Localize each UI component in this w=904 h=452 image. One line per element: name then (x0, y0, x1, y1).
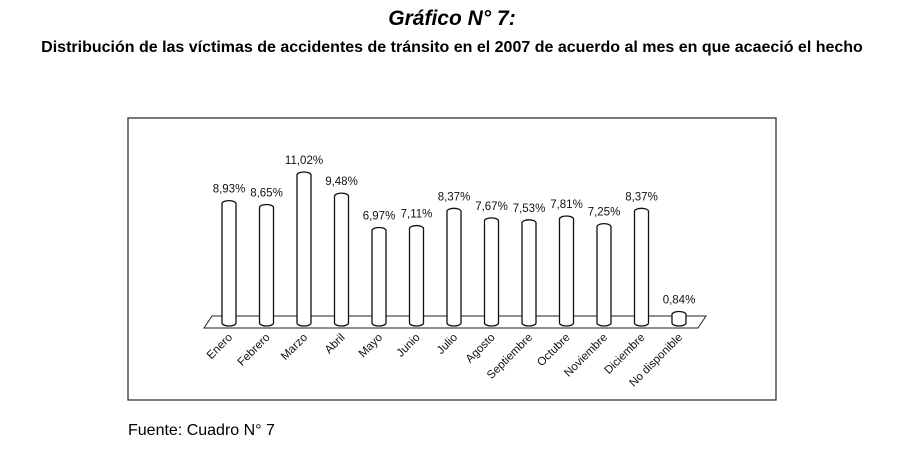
value-label: 9,48% (325, 176, 358, 188)
source-note: Fuente: Cuadro N° 7 (128, 422, 275, 439)
value-label: 7,11% (401, 209, 433, 221)
chart-subtitle: Distribución de las víctimas de accident… (41, 39, 863, 56)
bar (446, 207, 462, 327)
value-label: 8,37% (438, 191, 471, 203)
value-label: 7,53% (513, 203, 546, 215)
value-label: 7,81% (550, 199, 583, 211)
value-label: 7,25% (588, 207, 621, 219)
x-tick-label: Enero (205, 332, 235, 362)
bar (483, 217, 500, 327)
plot-frame (127, 117, 777, 401)
bar (371, 226, 387, 327)
bar (296, 171, 312, 327)
bar (633, 207, 650, 327)
x-tick-label: Julio (435, 332, 460, 357)
value-label: 8,93% (213, 184, 246, 196)
value-label: 8,37% (625, 191, 658, 203)
bar (221, 199, 237, 327)
x-tick-label: Abril (323, 332, 348, 357)
bar (596, 223, 612, 327)
value-label: 11,02% (285, 155, 323, 167)
bar (558, 215, 575, 327)
bar (408, 224, 425, 327)
value-label: 7,67% (475, 201, 508, 213)
value-label: 8,65% (250, 187, 283, 199)
bar (521, 219, 537, 327)
x-tick-label: Febrero (236, 332, 273, 369)
value-label: 6,97% (363, 210, 396, 222)
x-tick-label: Marzo (279, 332, 310, 363)
x-tick-label: Mayo (357, 332, 385, 360)
bar (333, 192, 350, 327)
bar (671, 310, 687, 327)
bar (258, 203, 275, 327)
value-label: 0,84% (663, 294, 696, 306)
x-tick-label: Octubre (535, 332, 572, 369)
x-tick-label: Junio (395, 332, 423, 360)
chart-title: Gráfico N° 7: (388, 7, 516, 30)
x-tick-label: Agosto (464, 332, 498, 366)
